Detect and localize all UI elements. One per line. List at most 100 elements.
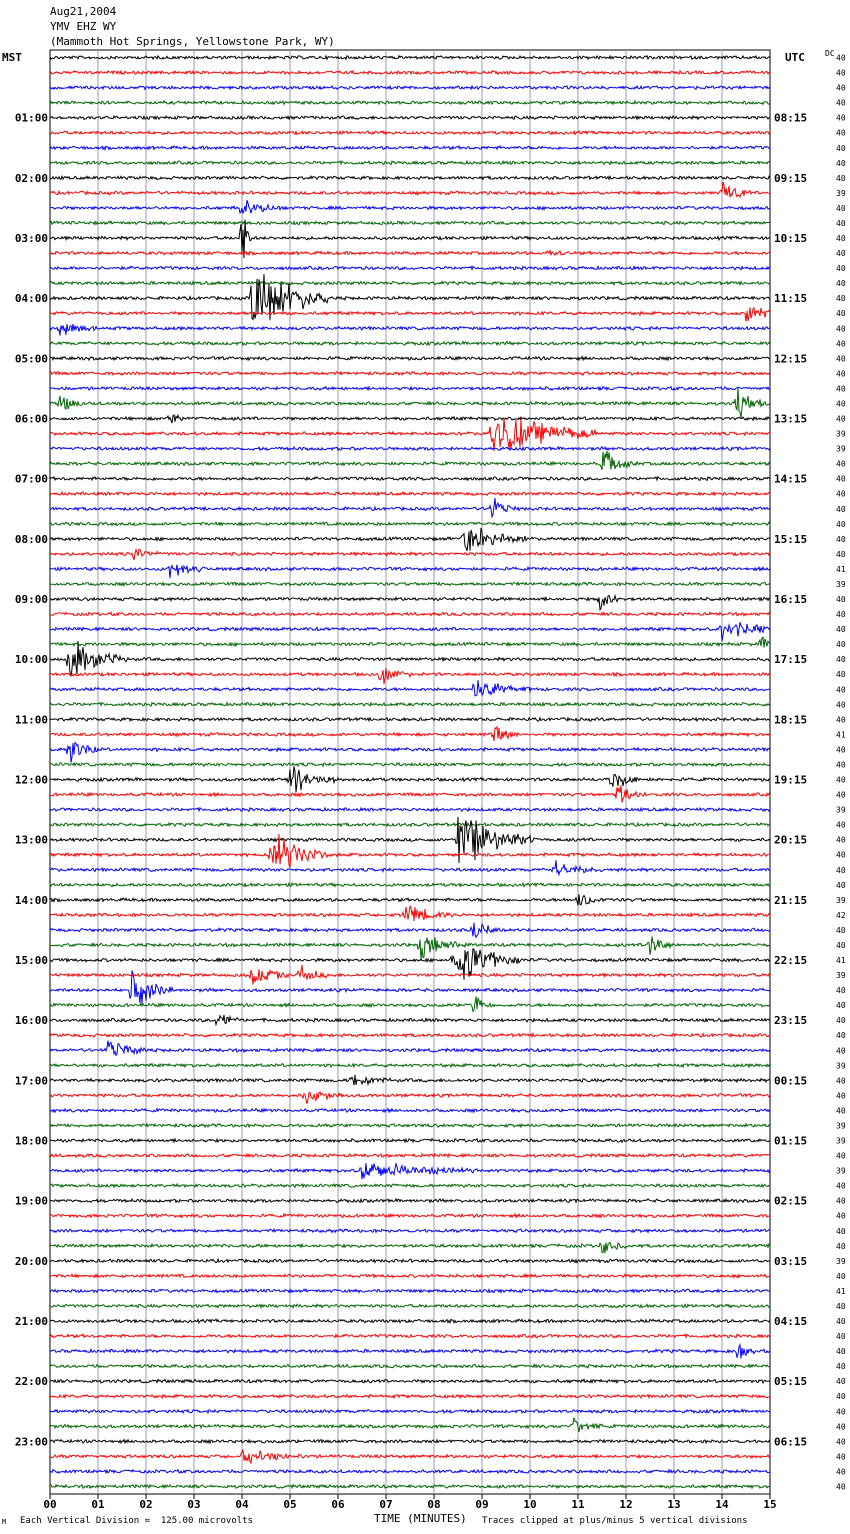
seismic-trace — [49, 1257, 771, 1264]
seismic-trace — [49, 475, 771, 482]
seismic-trace — [49, 69, 771, 76]
dc-offset-label: 39 — [836, 430, 846, 439]
dc-offset-label: 40 — [836, 54, 846, 63]
dc-offset-label: 40 — [836, 1182, 846, 1191]
seismic-trace — [49, 248, 771, 257]
seismic-trace — [50, 970, 771, 1004]
seismic-trace — [49, 450, 771, 471]
seismic-trace — [49, 1417, 771, 1432]
right-time-label: 14:15 — [774, 473, 807, 486]
dc-offset-label: 40 — [836, 234, 846, 243]
dc-offset-label: 40 — [836, 324, 846, 333]
seismic-trace — [49, 564, 771, 579]
dc-offset-label: 40 — [836, 99, 846, 108]
seismic-trace — [49, 159, 771, 166]
seismic-trace — [49, 761, 771, 768]
seismic-trace — [49, 340, 771, 347]
dc-offset-label: 40 — [836, 640, 846, 649]
seismic-trace — [49, 1040, 771, 1057]
seismic-trace — [49, 1074, 771, 1087]
right-time-label: 23:15 — [774, 1014, 807, 1027]
right-time-label: 20:15 — [774, 834, 807, 847]
seismic-trace — [49, 527, 771, 552]
seismic-trace — [49, 948, 771, 980]
seismic-trace — [49, 1468, 771, 1475]
left-time-label: 05:00 — [15, 352, 48, 365]
dc-offset-label: 40 — [836, 1467, 846, 1476]
dc-offset-label: 40 — [836, 1091, 846, 1100]
seismic-trace — [49, 1408, 771, 1415]
right-time-label: 16:15 — [774, 593, 807, 606]
dc-offset-label: 40 — [836, 1031, 846, 1040]
dc-offset-label: 40 — [836, 550, 846, 559]
dc-offset-label: 39 — [836, 1167, 846, 1176]
left-time-label: 16:00 — [15, 1014, 48, 1027]
right-time-label: 17:15 — [774, 653, 807, 666]
seismic-trace — [49, 1318, 771, 1325]
dc-offset-label: 40 — [836, 821, 846, 830]
right-time-label: 11:15 — [774, 292, 807, 305]
dc-offset-label: 39 — [836, 896, 846, 905]
seismic-trace — [49, 636, 771, 648]
seismic-trace — [49, 680, 771, 697]
right-time-label: 04:15 — [774, 1315, 807, 1328]
dc-offset-label: 40 — [836, 354, 846, 363]
left-time-label: 09:00 — [15, 593, 48, 606]
seismic-trace — [49, 725, 771, 741]
left-time-label: 23:00 — [15, 1435, 48, 1448]
seismic-trace — [49, 1227, 771, 1234]
left-time-label: 18:00 — [15, 1135, 48, 1148]
left-axis-label: MST — [2, 51, 22, 64]
dc-offset-label: 40 — [836, 1482, 846, 1491]
seismic-trace — [49, 445, 771, 452]
clip-note: Traces clipped at plus/minus 5 vertical … — [482, 1516, 748, 1526]
dc-offset-label: 40 — [836, 249, 846, 258]
dc-offset-label: 40 — [836, 1347, 846, 1356]
seismic-trace — [49, 716, 771, 723]
dc-offset-label: 40 — [836, 1392, 846, 1401]
seismic-trace — [49, 593, 771, 612]
dc-offset-label: 40 — [836, 144, 846, 153]
dc-offset-label: 40 — [836, 399, 846, 408]
right-time-label: 12:15 — [774, 352, 807, 365]
dc-offset-label: 40 — [836, 610, 846, 619]
seismic-trace — [49, 1137, 771, 1144]
dc-offset-label: 40 — [836, 264, 846, 273]
x-tick-label: 00 — [43, 1498, 56, 1511]
dc-offset-label: 40 — [836, 851, 846, 860]
seismic-trace — [49, 641, 771, 677]
dc-offset-label: 40 — [836, 384, 846, 393]
seismic-trace — [49, 1272, 771, 1279]
seismic-trace — [49, 1197, 771, 1204]
dc-offset-label: 40 — [836, 1272, 846, 1281]
header-date: Aug21,2004 — [50, 5, 117, 18]
dc-offset-label: 39 — [836, 445, 846, 454]
dc-offset-label: 40 — [836, 670, 846, 679]
dc-offset-label: 40 — [836, 1242, 846, 1251]
left-time-label: 01:00 — [15, 112, 48, 125]
seismic-trace — [49, 1438, 771, 1445]
right-time-label: 06:15 — [774, 1435, 807, 1448]
dc-offset-label: 39 — [836, 1257, 846, 1266]
dc-offset-label: 40 — [836, 475, 846, 484]
seismic-trace — [49, 323, 771, 336]
left-time-label: 06:00 — [15, 413, 48, 426]
seismic-trace — [49, 144, 771, 151]
right-time-label: 19:15 — [774, 774, 807, 787]
seismic-trace — [49, 922, 770, 939]
seismic-trace — [49, 280, 771, 287]
dc-offset-label: 40 — [836, 595, 846, 604]
dc-offset-label: 40 — [836, 866, 846, 875]
x-tick-label: 08 — [427, 1498, 440, 1511]
seismic-trace — [49, 129, 771, 136]
seismic-trace — [49, 355, 771, 362]
dc-offset-label: 40 — [836, 836, 846, 845]
right-time-label: 05:15 — [774, 1375, 807, 1388]
dc-offset-label: 40 — [836, 204, 846, 213]
seismic-trace — [49, 174, 771, 181]
seismic-trace — [49, 1212, 771, 1219]
seismic-trace — [49, 1288, 771, 1294]
seismic-trace — [49, 520, 771, 527]
x-tick-label: 10 — [523, 1498, 536, 1511]
dc-offset-label: 40 — [836, 309, 846, 318]
